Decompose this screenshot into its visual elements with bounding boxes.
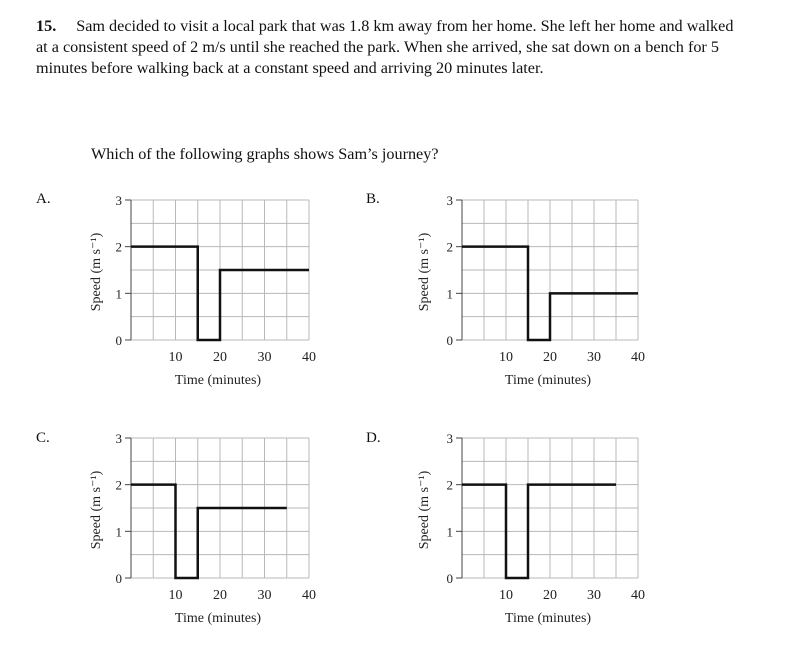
y-tick-label: 0 <box>116 333 123 348</box>
y-tick-label: 0 <box>447 571 454 586</box>
x-tick-label: 40 <box>631 588 645 603</box>
x-tick-label: 10 <box>499 350 513 365</box>
graph-b: 0 1 2 3 10 20 30 40 Time (minutes) Speed (m s⁻¹) <box>417 193 645 388</box>
y-tick-label: 3 <box>116 431 123 446</box>
graph-c: 0 1 2 3 10 20 30 40 Time (minutes) Speed (m s⁻¹) <box>89 431 316 626</box>
x-axis-title: Time (minutes) <box>505 611 592 626</box>
y-tick-label: 0 <box>447 333 454 348</box>
y-axis-title: Speed (m s⁻¹) <box>417 470 432 549</box>
question-number: 15. <box>36 17 57 35</box>
y-tick-label: 2 <box>116 240 123 255</box>
speed-line <box>131 483 287 580</box>
y-tick-label: 3 <box>447 431 454 446</box>
y-tick-label: 2 <box>116 478 123 493</box>
x-tick-label: 30 <box>258 588 272 603</box>
speed-line <box>131 245 309 342</box>
question-text: 15. Sam decided to visit a local park tha… <box>36 16 736 79</box>
y-axis-title: Speed (m s⁻¹) <box>417 232 432 311</box>
option-b-label: B. <box>366 191 380 207</box>
x-tick-label: 20 <box>543 588 557 603</box>
option-d-label: D. <box>366 430 381 446</box>
x-axis-title: Time (minutes) <box>175 373 262 388</box>
graph-d: 0 1 2 3 10 20 30 40 Time (minutes) Speed (m s⁻¹) <box>417 431 645 626</box>
x-tick-label: 30 <box>587 588 601 603</box>
x-axis-title: Time (minutes) <box>175 611 262 626</box>
y-tick-label: 1 <box>447 286 454 301</box>
y-tick-label: 0 <box>116 571 123 586</box>
y-tick-label: 3 <box>447 193 454 208</box>
option-c-label: C. <box>36 430 50 446</box>
x-tick-label: 30 <box>258 350 272 365</box>
y-axis-title: Speed (m s⁻¹) <box>89 470 104 549</box>
y-tick-label: 2 <box>447 478 454 493</box>
y-tick-label: 1 <box>447 524 454 539</box>
y-tick-label: 1 <box>116 524 123 539</box>
x-tick-label: 10 <box>169 588 183 603</box>
x-tick-label: 20 <box>213 588 227 603</box>
x-tick-label: 40 <box>302 350 316 365</box>
question-body: Sam decided to visit a local park that w… <box>36 17 734 77</box>
x-tick-label: 10 <box>499 588 513 603</box>
y-tick-label: 3 <box>116 193 123 208</box>
x-axis-title: Time (minutes) <box>505 373 592 388</box>
y-tick-label: 2 <box>447 240 454 255</box>
graph-a: 0 1 2 3 10 20 30 40 Time (minutes) Speed (m s⁻¹) <box>89 193 316 388</box>
x-tick-label: 20 <box>213 350 227 365</box>
y-tick-label: 1 <box>116 286 123 301</box>
speed-line <box>462 245 638 342</box>
x-tick-label: 30 <box>587 350 601 365</box>
x-tick-label: 10 <box>169 350 183 365</box>
x-tick-label: 40 <box>302 588 316 603</box>
x-tick-label: 40 <box>631 350 645 365</box>
x-tick-label: 20 <box>543 350 557 365</box>
speed-line <box>462 483 616 580</box>
question-prompt: Which of the following graphs shows Sam’… <box>91 145 439 163</box>
y-axis-title: Speed (m s⁻¹) <box>89 232 104 311</box>
option-a-label: A. <box>36 191 51 207</box>
